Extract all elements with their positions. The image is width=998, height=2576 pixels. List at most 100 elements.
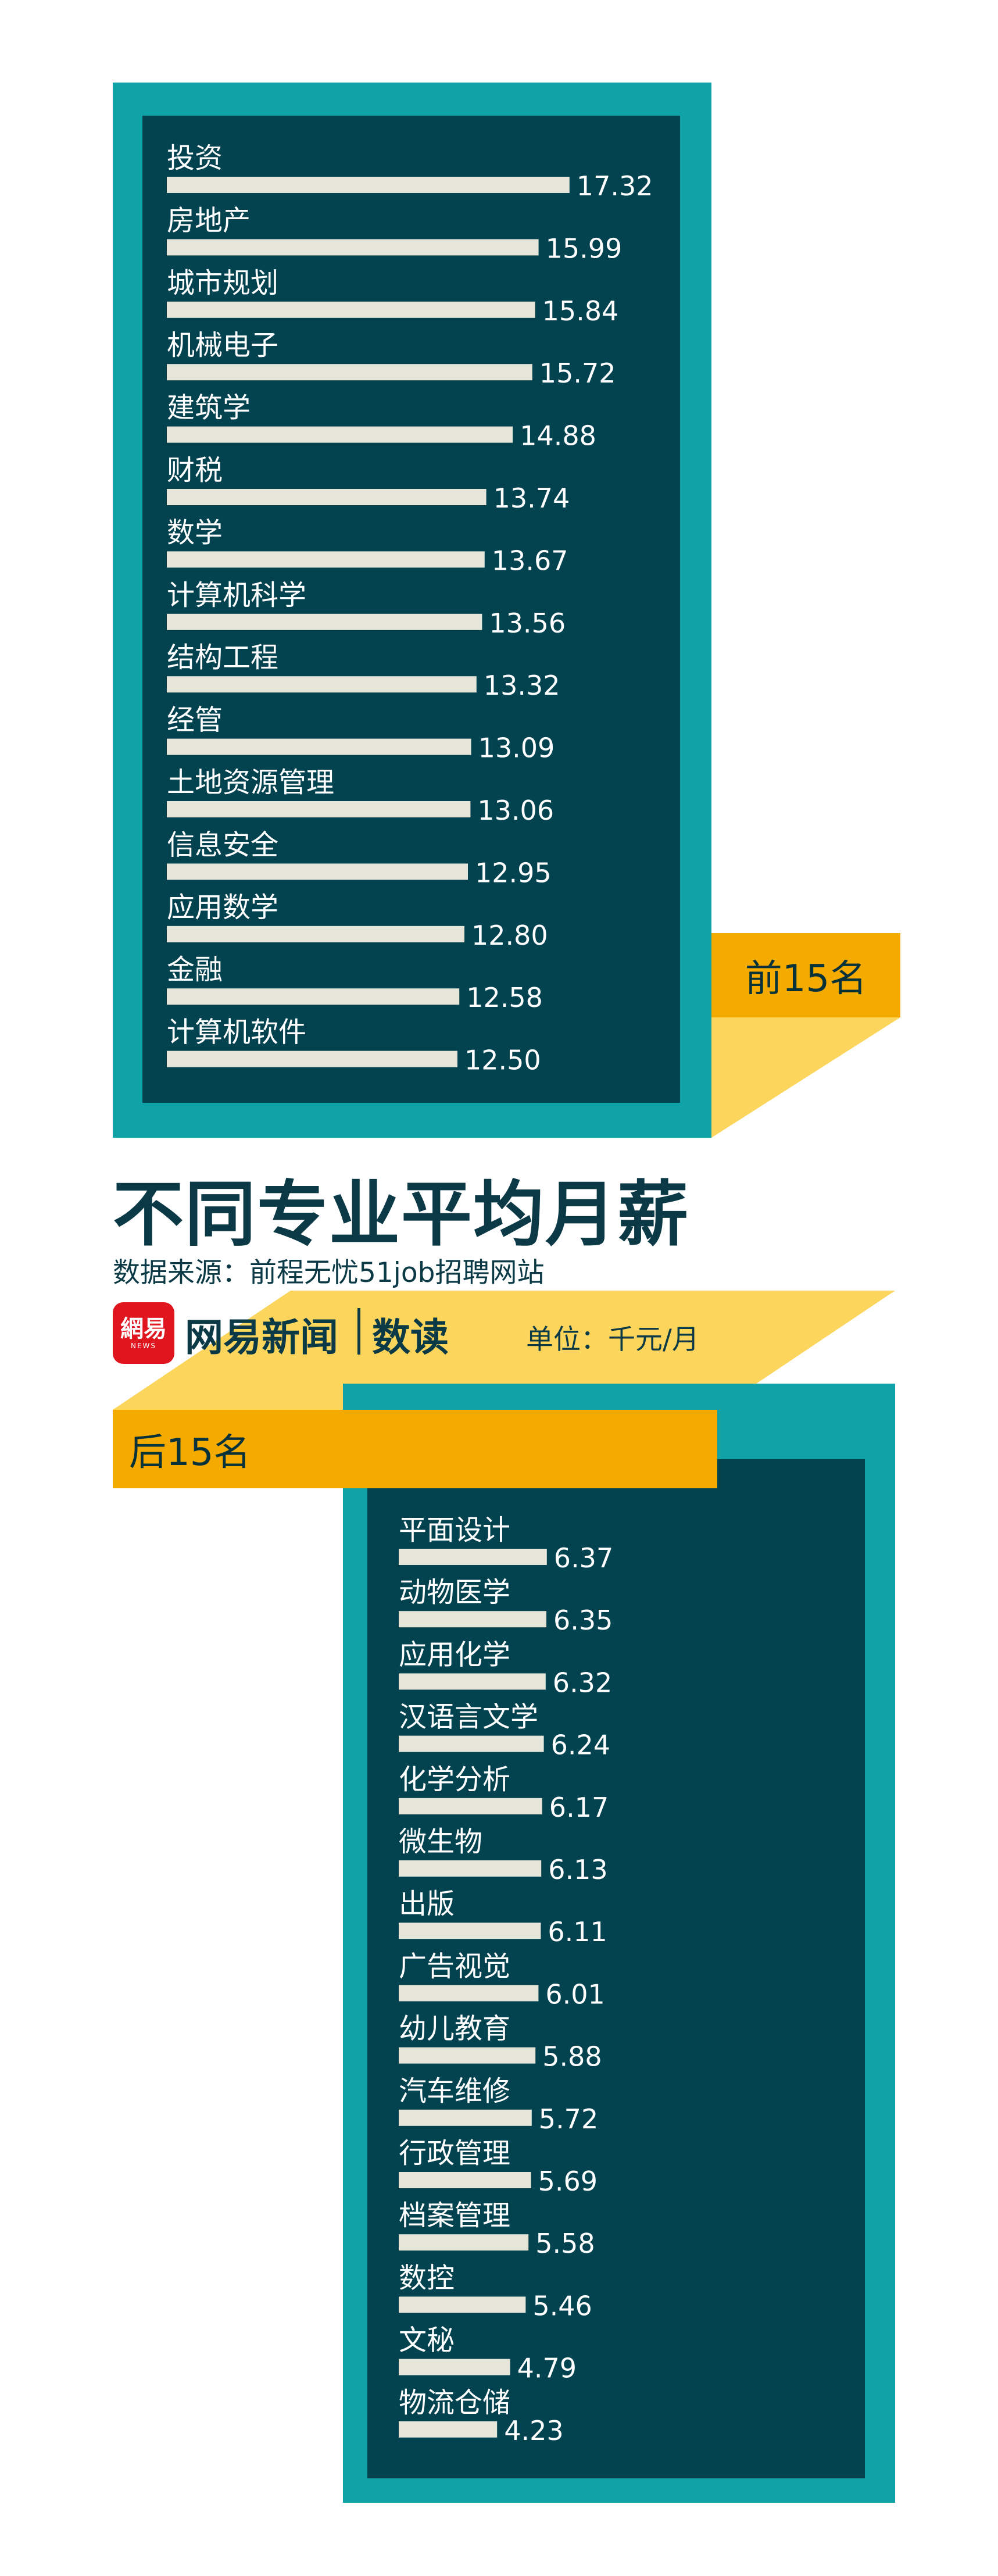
bar <box>399 2172 531 2188</box>
bottom-tab-wedge <box>113 1291 895 1410</box>
bar <box>167 738 471 755</box>
bar <box>167 364 532 381</box>
brand-name: 网易新闻 <box>185 1315 338 1360</box>
bar <box>167 613 482 630</box>
bar <box>399 2234 529 2251</box>
value-label: 13.56 <box>489 608 566 639</box>
category-label: 档案管理 <box>399 2199 510 2232</box>
value-label: 12.95 <box>475 857 552 888</box>
bar <box>399 2421 498 2438</box>
category-label: 建筑学 <box>167 392 251 424</box>
value-label: 4.79 <box>517 2353 577 2384</box>
brand-section: 数读 <box>372 1315 449 1360</box>
netease-logo: 網易 NEWS <box>113 1302 174 1364</box>
top-tab-label: 前15名 <box>745 957 867 1001</box>
category-label: 平面设计 <box>399 1514 510 1546</box>
value-label: 5.69 <box>538 2166 598 2197</box>
value-label: 6.13 <box>548 1854 607 1885</box>
bar <box>167 551 485 568</box>
category-label: 汽车维修 <box>399 2075 510 2107</box>
value-label: 15.99 <box>546 233 623 264</box>
bar <box>167 301 535 318</box>
value-label: 6.24 <box>551 1730 610 1761</box>
bar <box>167 1051 457 1067</box>
bar <box>167 988 460 1005</box>
bar <box>399 2109 532 2126</box>
bar <box>167 177 570 193</box>
top-tab <box>711 933 900 1017</box>
category-label: 计算机科学 <box>167 579 306 612</box>
bar <box>167 676 477 693</box>
bar <box>399 1798 542 1814</box>
logo-sub-text: NEWS <box>130 1342 157 1350</box>
category-label: 机械电子 <box>167 329 278 362</box>
value-label: 15.72 <box>539 358 616 389</box>
value-label: 17.32 <box>577 170 653 202</box>
unit-label: 单位：千元/月 <box>526 1324 699 1356</box>
value-label: 6.32 <box>553 1667 612 1698</box>
value-label: 4.23 <box>504 2415 563 2446</box>
category-label: 物流仓储 <box>399 2386 510 2419</box>
value-label: 12.58 <box>466 982 543 1013</box>
bar <box>399 1735 544 1752</box>
value-label: 13.67 <box>492 545 568 576</box>
category-label: 出版 <box>399 1888 455 1920</box>
category-label: 计算机软件 <box>167 1016 306 1049</box>
category-label: 土地资源管理 <box>167 766 334 799</box>
bar <box>399 2359 510 2375</box>
category-label: 信息安全 <box>167 828 278 861</box>
value-label: 5.46 <box>532 2290 592 2321</box>
value-label: 6.35 <box>553 1605 613 1636</box>
category-label: 经管 <box>167 704 223 737</box>
value-label: 6.37 <box>554 1542 613 1574</box>
bar <box>399 1673 546 1690</box>
value-label: 6.17 <box>549 1792 609 1823</box>
category-label: 数控 <box>399 2261 455 2294</box>
bar <box>399 1549 547 1565</box>
category-label: 行政管理 <box>399 2137 510 2170</box>
value-label: 5.72 <box>539 2103 598 2135</box>
category-label: 动物医学 <box>399 1576 510 1609</box>
page-title: 不同专业平均月薪 <box>113 1173 689 1256</box>
category-label: 数学 <box>167 516 223 549</box>
value-label: 14.88 <box>520 420 596 452</box>
top-tab-wedge <box>711 1017 900 1138</box>
value-label: 6.01 <box>545 1978 604 2010</box>
bar <box>399 1985 539 2002</box>
value-label: 6.11 <box>548 1916 607 1948</box>
category-label: 结构工程 <box>167 641 278 674</box>
data-source: 数据来源：前程无忧51job招聘网站 <box>113 1257 545 1289</box>
category-label: 金融 <box>167 953 223 986</box>
value-label: 13.32 <box>484 670 560 701</box>
bar <box>167 489 487 505</box>
value-label: 5.58 <box>535 2228 595 2259</box>
value-label: 5.88 <box>542 2041 602 2073</box>
bottom-tab <box>113 1410 717 1488</box>
category-label: 微生物 <box>399 1825 482 1858</box>
bar <box>399 1611 546 1628</box>
logo-main-text: 網易 <box>120 1316 167 1342</box>
bar <box>399 1860 542 1877</box>
bar <box>399 2047 536 2064</box>
bar <box>167 863 468 880</box>
bar <box>167 239 539 256</box>
value-label: 13.09 <box>478 733 555 764</box>
value-label: 12.50 <box>464 1045 541 1076</box>
category-label: 应用数学 <box>167 891 278 924</box>
bar <box>167 801 471 817</box>
value-label: 12.80 <box>471 920 548 951</box>
bar <box>167 926 464 942</box>
category-label: 汉语言文学 <box>399 1701 538 1734</box>
category-label: 投资 <box>167 142 223 174</box>
category-label: 文秘 <box>399 2324 455 2357</box>
category-label: 幼儿教育 <box>399 2013 510 2045</box>
category-label: 财税 <box>167 454 223 487</box>
bar <box>167 426 513 443</box>
bar <box>399 1923 541 1939</box>
value-label: 13.74 <box>493 483 570 514</box>
bar <box>399 2296 526 2313</box>
category-label: 城市规划 <box>167 267 278 299</box>
bottom-tab-label: 后15名 <box>129 1431 251 1474</box>
